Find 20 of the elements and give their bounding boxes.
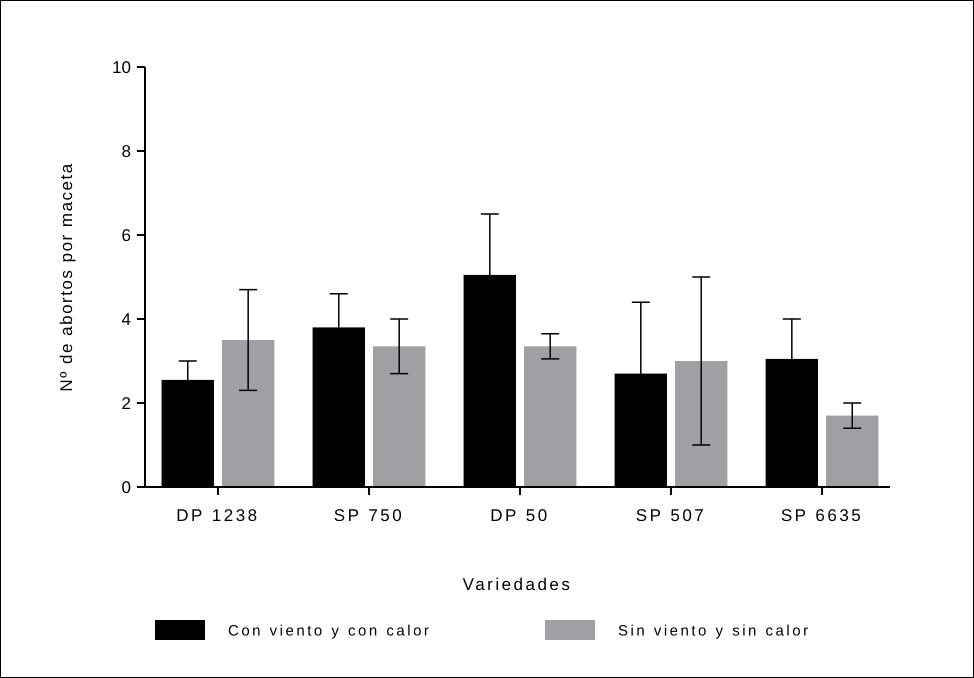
y-tick-label: 6 bbox=[122, 226, 131, 245]
bar bbox=[372, 346, 426, 487]
bar bbox=[675, 361, 728, 487]
x-axis-title: Variedades bbox=[462, 575, 572, 594]
y-axis-title: Nº de abortos por maceta bbox=[57, 162, 76, 392]
bar bbox=[524, 346, 576, 487]
legend-label: Con viento y con calor bbox=[228, 622, 432, 640]
x-tick-label: DP 50 bbox=[490, 506, 550, 525]
x-tick-label: SP 750 bbox=[334, 506, 404, 525]
y-tick-label: 10 bbox=[112, 58, 131, 77]
bar bbox=[222, 340, 274, 487]
legend-label: Sin viento y sin calor bbox=[618, 622, 811, 640]
y-tick-label: 2 bbox=[122, 394, 131, 413]
x-tick-label: SP 6635 bbox=[780, 506, 864, 525]
y-tick-label: 0 bbox=[122, 478, 131, 497]
y-tick-label: 4 bbox=[122, 310, 131, 329]
bar bbox=[826, 416, 878, 487]
x-tick-label: SP 507 bbox=[636, 506, 706, 525]
x-tick-label: DP 1238 bbox=[176, 506, 260, 525]
y-tick-label: 8 bbox=[122, 142, 131, 161]
